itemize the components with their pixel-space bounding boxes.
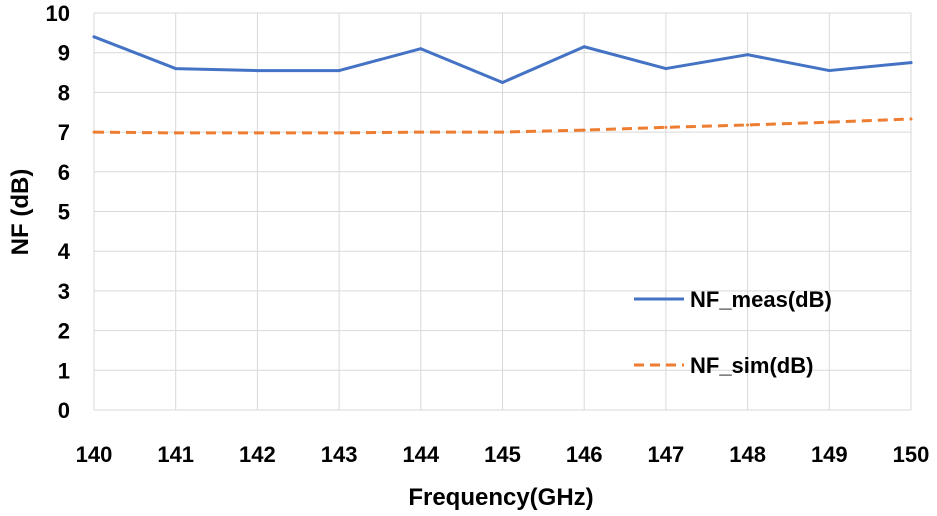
x-tick-label: 149 xyxy=(811,442,848,467)
y-tick-label: 7 xyxy=(58,120,70,145)
y-tick-label: 10 xyxy=(46,1,70,26)
series-1-point xyxy=(664,67,668,71)
x-tick-label: 145 xyxy=(484,442,521,467)
x-tick-label: 140 xyxy=(76,442,113,467)
y-tick-labels: 0 1 2 3 4 5 6 7 8 9 10 xyxy=(46,1,71,423)
series-2-point xyxy=(92,130,96,134)
y-tick-label: 3 xyxy=(58,279,70,304)
series-2-point xyxy=(255,131,259,135)
series-2-point xyxy=(582,128,586,132)
series-1-point xyxy=(92,35,96,39)
y-tick-label: 0 xyxy=(58,398,70,423)
series-lines xyxy=(92,35,913,135)
y-tick-label: 4 xyxy=(58,239,71,264)
series-1-point xyxy=(255,69,259,73)
legend-label-1: NF_meas(dB) xyxy=(690,287,832,312)
series-1-point xyxy=(827,69,831,73)
series-2-point xyxy=(337,131,341,135)
y-tick-label: 9 xyxy=(58,41,70,66)
legend: NF_meas(dB) NF_sim(dB) xyxy=(634,287,832,378)
series-1-point xyxy=(909,61,913,65)
x-tick-label: 147 xyxy=(648,442,685,467)
x-tick-label: 141 xyxy=(157,442,194,467)
series-1-point xyxy=(337,69,341,73)
x-tick-label: 150 xyxy=(893,442,930,467)
x-tick-label: 144 xyxy=(402,442,439,467)
legend-label-2: NF_sim(dB) xyxy=(690,353,813,378)
series-1-point xyxy=(174,67,178,71)
gridlines xyxy=(93,12,912,411)
x-tick-labels: 140 141 142 143 144 145 146 147 148 149 150 xyxy=(76,442,930,467)
y-tick-label: 6 xyxy=(58,160,70,185)
series-2-point xyxy=(827,120,831,124)
x-tick-label: 146 xyxy=(566,442,603,467)
series-2-point xyxy=(174,131,178,135)
y-tick-label: 1 xyxy=(58,358,70,383)
series-1-point xyxy=(419,47,423,51)
x-tick-label: 143 xyxy=(321,442,358,467)
series-1-point xyxy=(582,45,586,49)
x-tick-label: 148 xyxy=(729,442,766,467)
y-tick-label: 2 xyxy=(58,319,70,344)
series-2-point xyxy=(664,125,668,129)
y-tick-label: 5 xyxy=(58,200,70,225)
series-1-point xyxy=(746,53,750,57)
series-2-point xyxy=(419,130,423,134)
x-tick-label: 142 xyxy=(239,442,276,467)
series-2-point xyxy=(501,130,504,134)
y-axis-title: NF (dB) xyxy=(7,169,34,256)
series-2-point xyxy=(746,123,750,127)
series-1-point xyxy=(501,80,504,84)
x-axis-title: Frequency(GHz) xyxy=(408,484,593,511)
series-2-point xyxy=(909,117,913,121)
y-tick-label: 8 xyxy=(58,80,70,105)
